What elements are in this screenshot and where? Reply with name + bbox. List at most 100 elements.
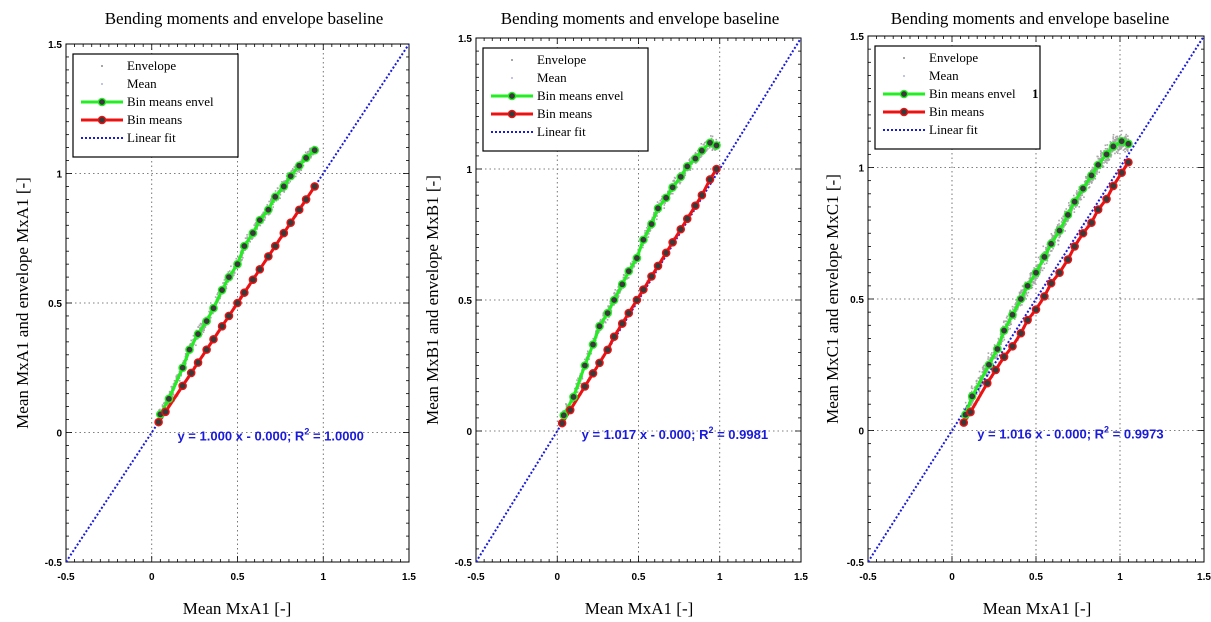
envelope-point	[195, 344, 197, 347]
bin-means-envel-line	[562, 141, 718, 416]
bin-means-envel-line	[159, 149, 316, 416]
envelope-point	[1064, 210, 1066, 213]
envelope-point	[173, 379, 176, 382]
bin-means-envel-point	[224, 272, 234, 282]
envelope-point	[295, 172, 298, 175]
x-tick-label: 0.5	[632, 572, 646, 583]
bin-means-point	[595, 358, 604, 368]
envelope-point	[264, 217, 266, 219]
envelope-point	[580, 382, 582, 385]
bin-means-envel-point	[595, 321, 604, 331]
envelope-point	[648, 232, 650, 235]
envelope-point	[1058, 223, 1060, 225]
envelope-point	[258, 224, 260, 226]
envelope-point	[265, 213, 268, 216]
bin-means-envel-point	[279, 182, 289, 191]
envelope-point	[1031, 286, 1034, 289]
envelope-point	[996, 355, 998, 357]
envelope-point	[987, 370, 989, 373]
envelope-point	[642, 246, 644, 249]
envelope-point	[1096, 173, 1098, 175]
bin-means-point	[233, 298, 242, 308]
envelope-point	[1065, 220, 1068, 223]
envelope-point	[595, 329, 598, 332]
envelope-point	[1024, 294, 1026, 296]
envelope-point	[614, 289, 617, 291]
envelope-point	[679, 182, 681, 184]
envelope-point	[689, 169, 692, 171]
envelope-point	[246, 237, 248, 240]
envelope-point	[626, 277, 628, 280]
envelope-point	[1014, 303, 1016, 306]
envelope-point	[180, 374, 182, 377]
bin-means-point	[202, 345, 211, 354]
envelope-point	[1123, 144, 1126, 147]
envelope-point	[284, 180, 287, 182]
envelope-point	[1036, 277, 1038, 279]
x-tick-label: 1.5	[402, 572, 416, 583]
envelope-point	[979, 376, 981, 379]
envelope-point	[1125, 137, 1128, 140]
envelope-point	[289, 180, 292, 183]
envelope-point	[970, 390, 973, 393]
bin-means-envel-point	[178, 363, 187, 373]
envelope-point	[1063, 225, 1065, 228]
envelope-point	[197, 337, 199, 340]
envelope-point	[1081, 194, 1084, 196]
envelope-point	[230, 265, 232, 268]
envelope-point	[1084, 175, 1087, 178]
envelope-point	[1112, 136, 1115, 138]
envelope-point	[1100, 154, 1103, 156]
envelope-point	[232, 266, 235, 268]
envelope-point	[1076, 192, 1079, 195]
envelope-point	[703, 141, 706, 144]
envelope-point	[999, 333, 1002, 336]
envelope-point	[607, 305, 610, 307]
x-tick-label: 0	[149, 572, 155, 583]
mean-point	[638, 292, 640, 294]
y-tick-label: -0.5	[455, 558, 473, 569]
envelope-point	[240, 259, 243, 262]
envelope-point	[233, 274, 235, 276]
envelope-point	[283, 190, 285, 192]
envelope-point	[978, 386, 981, 389]
mean-point	[238, 296, 241, 298]
envelope-point	[631, 260, 634, 263]
x-axis-label: Mean MxA1 [-]	[983, 599, 1092, 618]
envelope-point	[1040, 267, 1042, 270]
envelope-point	[1003, 338, 1006, 341]
bin-means-point	[557, 418, 567, 428]
envelope-point	[274, 190, 277, 192]
bin-means-envel-point	[209, 303, 218, 313]
envelope-point	[978, 370, 981, 373]
fit-annotation: y = 1.000 x - 0.000; R2 = 1.0000	[177, 426, 363, 443]
envelope-point	[1006, 315, 1009, 318]
envelope-point	[987, 358, 989, 360]
bin-means-point	[624, 308, 634, 318]
y-tick-label: 1	[56, 170, 62, 181]
envelope-point	[715, 138, 718, 141]
bin-means-point	[676, 224, 686, 234]
envelope-point	[711, 149, 714, 152]
envelope-point	[988, 359, 991, 362]
envelope-point	[175, 375, 178, 378]
envelope-point	[689, 160, 691, 163]
legend-label: Bin means	[537, 106, 592, 121]
y-tick-label: 1	[858, 164, 864, 175]
envelope-point	[700, 142, 703, 145]
envelope-point	[663, 207, 666, 209]
envelope-point	[613, 291, 616, 294]
envelope-point	[576, 391, 578, 394]
envelope-point	[307, 152, 309, 155]
envelope-point	[1002, 336, 1005, 339]
envelope-point	[617, 295, 620, 297]
envelope-point	[711, 146, 713, 148]
bin-means-envel-point	[653, 203, 663, 213]
chart-title: Bending moments and envelope baseline	[105, 9, 384, 28]
envelope-point	[162, 402, 165, 405]
envelope-point	[281, 180, 283, 183]
y-tick-label: 0	[466, 427, 472, 438]
envelope-point	[203, 329, 206, 331]
envelope-point	[664, 201, 666, 204]
envelope-point	[633, 265, 636, 268]
